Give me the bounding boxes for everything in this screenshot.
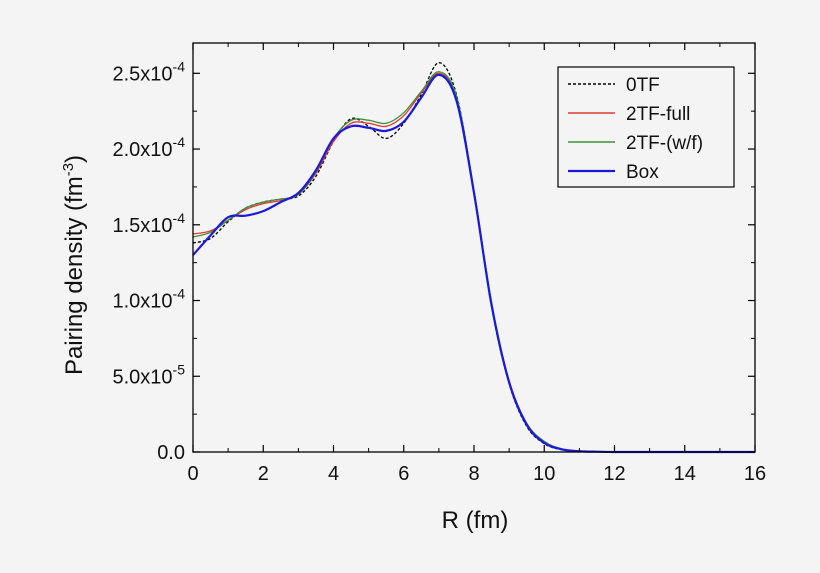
y-axis: 0.05.0x10-51.0x10-41.5x10-42.0x10-42.5x1… xyxy=(112,58,755,464)
y-tick-exponent: -4 xyxy=(173,58,186,74)
y-tick-exponent: -4 xyxy=(173,134,186,150)
y-tick-mantissa: 0.0 xyxy=(157,442,185,464)
x-tick-label: 4 xyxy=(328,463,339,485)
legend-label-0tf: 0TF xyxy=(626,75,660,96)
x-tick-label: 10 xyxy=(533,463,555,485)
y-tick-label: 2.5x10-4 xyxy=(112,58,185,85)
y-tick-mantissa: 5.0x10 xyxy=(112,366,172,388)
legend-box xyxy=(557,66,735,188)
y-tick-mantissa: 2.5x10 xyxy=(112,63,172,85)
x-axis: 0 2 4 6 8 10 12 14 16 xyxy=(187,43,766,485)
x-axis-title: R (fm) xyxy=(442,507,509,534)
x-tick-label: 8 xyxy=(468,463,479,485)
y-tick-mantissa: 1.0x10 xyxy=(112,291,172,313)
x-tick-label: 14 xyxy=(674,463,696,485)
y-tick-label: 0.0 xyxy=(157,442,185,464)
y-tick-label: 2.0x10-4 xyxy=(112,134,185,161)
y-tick-exponent: -4 xyxy=(173,210,186,226)
y-tick-exponent: -5 xyxy=(173,361,186,377)
y-axis-title: Pairing density (fm-3) xyxy=(60,155,88,375)
x-tick-label: 0 xyxy=(187,463,198,485)
y-axis-title-exponent: -3 xyxy=(60,163,77,176)
legend-label-box: Box xyxy=(626,162,659,183)
y-axis-title-close: ) xyxy=(61,155,88,163)
legend-label-2tf-full: 2TF-full xyxy=(626,104,690,125)
legend: 0TF 2TF-full 2TF-(w/f) Box xyxy=(557,66,735,188)
x-tick-label: 6 xyxy=(398,463,409,485)
y-tick-label: 5.0x10-5 xyxy=(112,361,185,388)
y-tick-exponent: -4 xyxy=(173,286,186,302)
y-tick-mantissa: 1.5x10 xyxy=(112,215,172,237)
y-axis-title-main: Pairing density (fm xyxy=(61,176,88,375)
x-tick-label: 16 xyxy=(744,463,766,485)
x-tick-label: 2 xyxy=(258,463,269,485)
x-tick-label: 12 xyxy=(603,463,625,485)
legend-label-2tf-w-f: 2TF-(w/f) xyxy=(626,133,703,154)
y-tick-label: 1.5x10-4 xyxy=(112,210,185,237)
y-tick-label: 1.0x10-4 xyxy=(112,286,185,313)
y-tick-mantissa: 2.0x10 xyxy=(112,139,172,161)
